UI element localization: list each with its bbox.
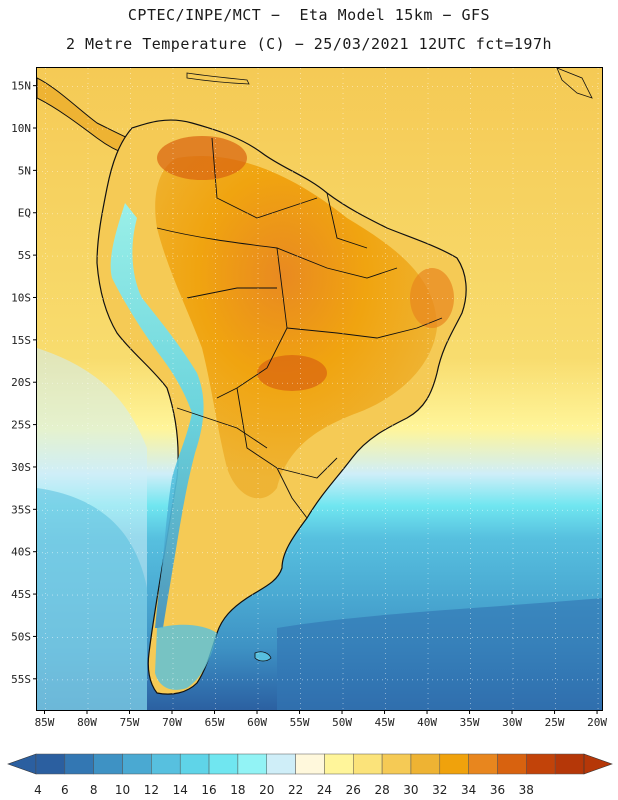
longitude-label: 80W <box>77 716 97 729</box>
colorbar-swatch <box>93 753 123 775</box>
colorbar: 4 6 8 10 12 14 16 18 20 22 24 26 28 30 32 34 36 38 <box>7 753 613 797</box>
chart-title-model: CPTEC/INPE/MCT − Eta Model 15km − GFS <box>127 6 491 24</box>
latitude-label: 40S <box>11 546 31 559</box>
colorbar-labels: 4 6 8 10 12 14 16 18 20 22 24 26 28 30 32 34 36 38 <box>34 783 534 797</box>
longitude-label: 85W <box>35 716 55 729</box>
latitude-label: 30S <box>11 461 31 474</box>
longitude-label: 65W <box>205 716 225 729</box>
latitude-label: 55S <box>11 673 31 686</box>
colorbar-swatch <box>439 753 469 775</box>
longitude-label: 50W <box>332 716 352 729</box>
colorbar-max-arrow <box>583 753 613 775</box>
colorbar-label: 26 <box>346 783 361 797</box>
colorbar-swatch <box>35 753 66 775</box>
latitude-label: 15N <box>11 80 31 93</box>
colorbar-label: 12 <box>144 783 159 797</box>
colorbar-min-arrow <box>7 753 37 775</box>
colorbar-label: 22 <box>288 783 303 797</box>
latitude-label: 35S <box>11 503 31 516</box>
colorbar-label: 8 <box>90 783 98 797</box>
longitude-label: 45W <box>375 716 395 729</box>
colorbar-swatch <box>237 753 267 775</box>
colorbar-swatch <box>151 753 181 775</box>
map-axes: 15N 10N 5N EQ 5S 10S 15S 20S 25S 30S 35S 40S 45S 50S 5… <box>11 80 607 729</box>
colorbar-label: 28 <box>374 783 389 797</box>
venezuela-hotspot <box>157 136 247 180</box>
latitude-label: 25S <box>11 419 31 432</box>
latitude-label: 10S <box>11 291 31 304</box>
colorbar-swatch <box>208 753 239 775</box>
pantanal-hotspot <box>257 355 327 391</box>
longitude-label: 40W <box>417 716 437 729</box>
temperature-map <box>36 67 603 711</box>
chart-title-field: 2 Metre Temperature (C) − 25/03/2021 12U… <box>65 35 553 53</box>
colorbar-swatch <box>381 753 412 775</box>
colorbar-swatch <box>64 753 94 775</box>
colorbar-swatch <box>324 753 354 775</box>
latitude-label: 5N <box>18 164 31 177</box>
lesser-antilles <box>556 68 593 99</box>
map-canvas <box>37 68 602 710</box>
colorbar-swatches <box>7 753 613 775</box>
caribbean-islands <box>186 72 250 85</box>
colorbar-label: 36 <box>490 783 505 797</box>
latitude-label: 5S <box>18 249 31 262</box>
colorbar-swatch <box>410 753 441 775</box>
colorbar-label: 20 <box>259 783 274 797</box>
longitude-label: 75W <box>120 716 140 729</box>
longitude-label: 70W <box>162 716 182 729</box>
colorbar-label: 18 <box>230 783 245 797</box>
colorbar-label: 38 <box>519 783 534 797</box>
colorbar-label: 24 <box>317 783 332 797</box>
colorbar-swatch <box>526 753 556 775</box>
southern-ocean-cold <box>277 598 602 710</box>
colorbar-label: 14 <box>173 783 188 797</box>
longitude-label: 25W <box>545 716 565 729</box>
colorbar-label: 34 <box>461 783 476 797</box>
pacific-cold-area <box>37 488 147 710</box>
longitude-label: 30W <box>502 716 522 729</box>
colorbar-swatch <box>295 753 325 775</box>
latitude-label: 15S <box>11 334 31 347</box>
latitude-labels: 15N 10N 5N EQ 5S 10S 15S 20S 25S 30S 35S 40S 45S 50S 5… <box>11 80 36 686</box>
longitude-label: 35W <box>460 716 480 729</box>
longitude-labels: 85W 80W 75W 70W 65W 60W 55W 50W 45W 40W 35W 30W 25W 2… <box>35 711 607 729</box>
latitude-label: 10N <box>11 122 31 135</box>
northeast-hotspot <box>410 268 454 328</box>
colorbar-swatch <box>122 753 152 775</box>
colorbar-label: 6 <box>61 783 69 797</box>
colorbar-swatch <box>554 753 585 775</box>
colorbar-swatch <box>179 753 210 775</box>
latitude-label: 50S <box>11 630 31 643</box>
latitude-label: 20S <box>11 376 31 389</box>
colorbar-label: 30 <box>403 783 418 797</box>
patagonia-cold-area <box>155 624 217 690</box>
falkland-islands <box>254 651 272 662</box>
hot-interior-zone <box>155 156 437 499</box>
colorbar-swatch <box>353 753 383 775</box>
longitude-label: 55W <box>290 716 310 729</box>
longitude-label: 60W <box>247 716 267 729</box>
colorbar-swatch <box>468 753 498 775</box>
colorbar-label: 16 <box>201 783 216 797</box>
andes-cold-strip <box>110 203 204 628</box>
colorbar-swatch <box>266 753 296 775</box>
colorbar-label: 4 <box>34 783 42 797</box>
colorbar-label: 10 <box>115 783 130 797</box>
colorbar-swatch <box>497 753 527 775</box>
latitude-label: 45S <box>11 588 31 601</box>
latitude-label: EQ <box>18 207 31 220</box>
colorbar-label: 32 <box>432 783 447 797</box>
longitude-label: 20W <box>587 716 607 729</box>
